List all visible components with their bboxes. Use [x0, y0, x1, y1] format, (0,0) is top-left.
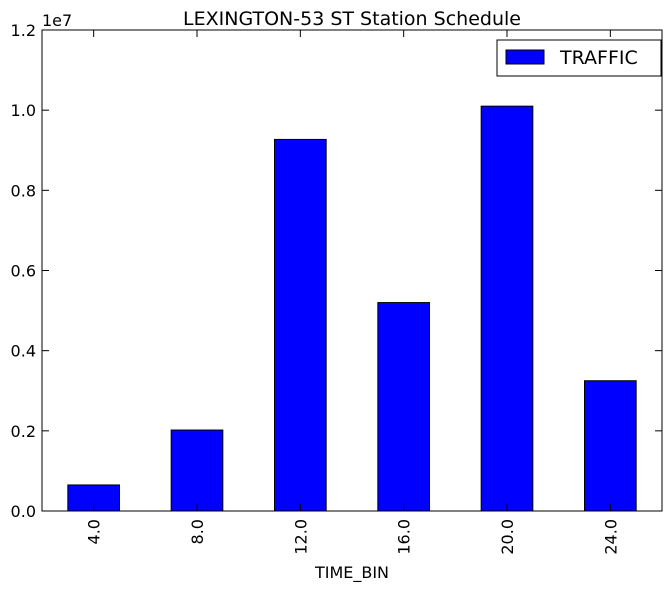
y-tick-label: 1.0	[11, 101, 36, 120]
bar	[274, 138, 327, 512]
y-tick-label: 0.6	[11, 262, 36, 281]
chart-title: LEXINGTON-53 ST Station Schedule	[183, 8, 521, 30]
x-tick-label: 16.0	[395, 519, 414, 555]
x-tick-label: 12.0	[291, 519, 310, 555]
y-offset-label: 1e7	[42, 11, 72, 30]
legend: TRAFFIC	[496, 39, 662, 77]
y-tick-label: 1.2	[11, 21, 36, 40]
x-tick-label: 20.0	[498, 519, 517, 555]
legend-label: TRAFFIC	[559, 47, 638, 69]
legend-swatch	[505, 49, 545, 65]
plot-area: 0.0 0.2 0.4 0.6 0.8 1.0 1.2 4.0 8.0 12.0 16.0 20.0 2…	[11, 21, 663, 555]
x-tick-label: 4.0	[85, 519, 104, 544]
y-tick-label: 0.2	[11, 422, 36, 441]
x-tick-label: 8.0	[188, 519, 207, 544]
y-tick-label: 0.8	[11, 181, 36, 200]
bar	[170, 429, 224, 512]
bar	[480, 105, 534, 512]
y-tick-label: 0.4	[11, 342, 36, 361]
x-tick-label: 24.0	[601, 519, 620, 555]
x-axis-label: TIME_BIN	[314, 563, 389, 583]
axes-frame	[41, 29, 663, 512]
bar	[584, 380, 637, 512]
bar	[377, 302, 431, 512]
y-tick-label: 0.0	[11, 502, 36, 521]
